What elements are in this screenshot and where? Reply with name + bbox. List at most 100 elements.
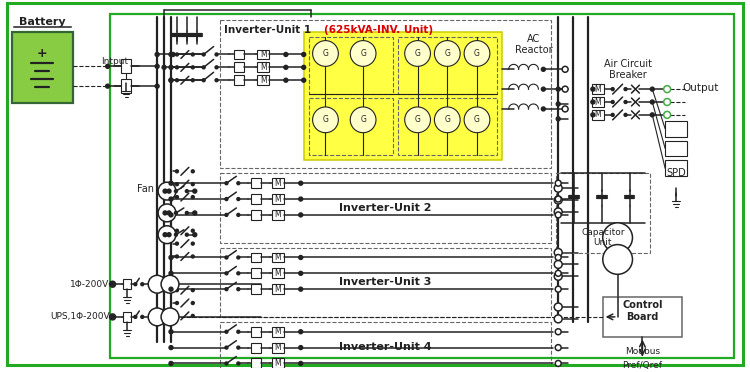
- Circle shape: [302, 78, 306, 82]
- Text: M: M: [274, 211, 281, 219]
- Circle shape: [650, 100, 654, 104]
- Circle shape: [542, 107, 545, 111]
- Circle shape: [650, 113, 654, 117]
- Text: UPS,1Φ-200V: UPS,1Φ-200V: [50, 312, 110, 321]
- Circle shape: [176, 183, 178, 186]
- Circle shape: [110, 281, 116, 287]
- Circle shape: [148, 275, 166, 293]
- Circle shape: [176, 196, 178, 199]
- Bar: [272, 194, 284, 204]
- Circle shape: [624, 100, 627, 103]
- Bar: [220, 20, 551, 169]
- Circle shape: [237, 362, 240, 365]
- Circle shape: [650, 87, 654, 91]
- Circle shape: [191, 289, 194, 292]
- Circle shape: [225, 362, 228, 365]
- Circle shape: [158, 182, 176, 200]
- Circle shape: [202, 66, 206, 69]
- Circle shape: [191, 242, 194, 245]
- Circle shape: [591, 100, 595, 104]
- Circle shape: [161, 275, 179, 293]
- Circle shape: [225, 256, 228, 259]
- Circle shape: [237, 214, 240, 217]
- Circle shape: [603, 223, 632, 253]
- Bar: [124, 279, 131, 289]
- Bar: [251, 284, 261, 294]
- Circle shape: [298, 330, 303, 334]
- Bar: [272, 327, 284, 337]
- Circle shape: [624, 88, 627, 91]
- Circle shape: [191, 196, 194, 199]
- Text: M: M: [274, 327, 281, 336]
- Circle shape: [176, 242, 178, 245]
- Circle shape: [169, 52, 173, 57]
- Bar: [304, 32, 502, 160]
- Bar: [272, 268, 284, 278]
- Text: Modbus: Modbus: [625, 347, 660, 356]
- Bar: [257, 62, 269, 72]
- Text: M: M: [274, 285, 281, 294]
- Circle shape: [191, 170, 194, 173]
- Circle shape: [434, 41, 460, 66]
- Circle shape: [664, 86, 670, 93]
- Text: M: M: [595, 110, 602, 119]
- Circle shape: [155, 64, 159, 68]
- Circle shape: [169, 78, 173, 82]
- Circle shape: [298, 197, 303, 201]
- Circle shape: [175, 233, 178, 236]
- Circle shape: [664, 99, 670, 106]
- Bar: [251, 268, 261, 278]
- Circle shape: [191, 53, 194, 56]
- Circle shape: [555, 286, 561, 292]
- Circle shape: [163, 233, 167, 237]
- Circle shape: [284, 78, 288, 82]
- Bar: [122, 60, 131, 73]
- Circle shape: [562, 66, 568, 72]
- Circle shape: [202, 79, 206, 82]
- Bar: [110, 14, 734, 359]
- Text: Inverter-Unit 1: Inverter-Unit 1: [224, 25, 315, 35]
- Circle shape: [169, 287, 173, 291]
- Circle shape: [191, 66, 194, 69]
- Bar: [235, 62, 244, 72]
- Bar: [251, 327, 261, 337]
- Circle shape: [298, 287, 303, 291]
- Text: M: M: [260, 63, 266, 72]
- Circle shape: [554, 196, 562, 204]
- Text: G: G: [360, 115, 366, 124]
- Text: G: G: [322, 115, 328, 124]
- Circle shape: [225, 214, 228, 217]
- Bar: [220, 248, 551, 317]
- Circle shape: [169, 256, 173, 259]
- Circle shape: [176, 229, 178, 232]
- Circle shape: [611, 113, 614, 116]
- Text: G: G: [444, 49, 450, 58]
- Circle shape: [158, 226, 176, 244]
- Circle shape: [284, 65, 288, 69]
- Bar: [556, 173, 650, 253]
- Text: G: G: [415, 49, 421, 58]
- Circle shape: [175, 211, 178, 214]
- Circle shape: [158, 204, 176, 222]
- Circle shape: [225, 198, 228, 201]
- Text: Output: Output: [682, 83, 718, 93]
- Circle shape: [554, 208, 562, 216]
- Circle shape: [591, 87, 595, 91]
- Bar: [251, 343, 261, 353]
- Circle shape: [191, 79, 194, 82]
- Circle shape: [176, 66, 178, 69]
- Circle shape: [176, 79, 178, 82]
- Bar: [665, 160, 687, 176]
- Circle shape: [464, 41, 490, 66]
- Circle shape: [106, 64, 109, 68]
- Circle shape: [191, 255, 194, 258]
- Circle shape: [155, 84, 159, 88]
- Circle shape: [542, 87, 545, 91]
- Circle shape: [193, 211, 196, 215]
- Circle shape: [591, 113, 595, 117]
- Circle shape: [554, 303, 562, 311]
- Circle shape: [542, 67, 545, 71]
- Bar: [124, 312, 131, 322]
- Circle shape: [555, 180, 561, 186]
- Bar: [257, 49, 269, 60]
